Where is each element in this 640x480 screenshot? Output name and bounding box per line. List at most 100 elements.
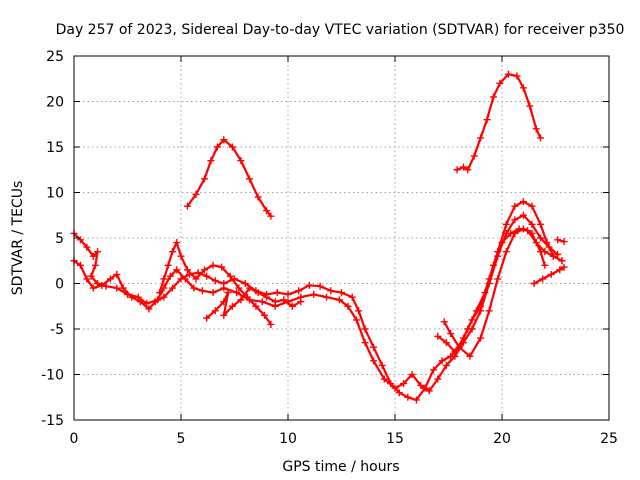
data-point [549,252,557,260]
y-tick-label: 20 [46,95,64,111]
data-point [168,284,176,292]
data-point [220,136,228,144]
data-point [211,277,219,285]
data-point [434,375,442,383]
data-point [113,270,121,278]
y-tick-label: -10 [41,368,64,384]
data-point [537,134,545,142]
data-point [252,302,260,310]
x-tick-label: 15 [386,431,404,447]
data-point [459,163,467,171]
data-point [528,202,536,210]
data-point [468,325,476,333]
x-tick-label: 5 [177,431,186,447]
data-point [344,302,352,310]
data-point [267,320,275,328]
series-sat-h [554,236,568,246]
data-point [400,380,408,388]
data-point [305,281,313,289]
data-point [183,266,191,274]
data-point [489,93,497,101]
data-point [459,334,467,342]
data-point [237,296,245,304]
data-point [442,339,450,347]
data-point [207,157,215,165]
data-point [477,334,485,342]
data-point [511,229,519,237]
data-point [113,284,121,292]
data-point [352,316,360,324]
series-sat-b [70,211,562,395]
y-tick-label: 15 [46,140,64,156]
data-point [442,361,450,369]
data-point [190,284,198,292]
data-point [89,284,97,292]
series-line [72,214,559,392]
series-line [186,138,272,218]
chart-title: Day 257 of 2023, Sidereal Day-to-day VTE… [56,22,625,38]
data-point [76,261,84,269]
data-series [70,70,568,404]
data-point [220,298,228,306]
data-point [228,302,236,310]
series-sat-j [453,70,545,174]
data-point [297,298,305,306]
data-point [288,302,296,310]
data-point [203,272,211,280]
x-tick-label: 0 [70,431,79,447]
data-point [513,72,521,80]
data-point [263,207,271,215]
data-point [134,293,142,301]
data-point [245,175,253,183]
data-point [203,314,211,322]
data-point [192,190,200,198]
data-point [519,84,527,92]
data-point [241,280,249,287]
data-point [560,263,568,271]
y-axis-label: SDTVAR / TECUs [10,181,26,296]
data-point [370,357,378,365]
data-point [323,293,331,301]
data-point [425,387,433,395]
series-sat-g [530,263,568,287]
data-point [94,248,102,256]
data-point [335,296,343,304]
data-point [243,293,251,301]
data-point [166,272,174,280]
y-tick-label: -5 [50,322,64,338]
data-point [245,284,253,292]
x-tick-label: 25 [600,431,618,447]
data-point [380,375,388,383]
data-point [201,175,209,183]
data-point [316,282,324,290]
data-point [543,239,551,247]
data-point [192,275,200,283]
y-tick-label: 0 [55,277,64,293]
series-sat-c [156,239,275,328]
data-point [430,366,438,374]
data-point [496,79,504,87]
data-point [532,125,540,133]
data-point [519,198,527,206]
data-point [310,290,318,298]
data-point [284,290,292,298]
data-point [391,384,399,392]
data-point [173,266,181,274]
axis-ticks [73,55,610,421]
data-point [537,248,545,256]
y-tick-label: 5 [55,231,64,247]
data-point [560,238,568,246]
data-point [254,289,262,297]
y-tick-label: 10 [46,186,64,202]
data-point [541,261,549,269]
data-point [455,343,463,351]
data-point [511,216,519,224]
data-point [502,220,510,228]
data-point [537,234,545,242]
data-point [530,280,538,287]
data-point [89,252,97,260]
data-point [258,298,266,306]
data-point [254,193,262,201]
data-point [464,166,472,174]
